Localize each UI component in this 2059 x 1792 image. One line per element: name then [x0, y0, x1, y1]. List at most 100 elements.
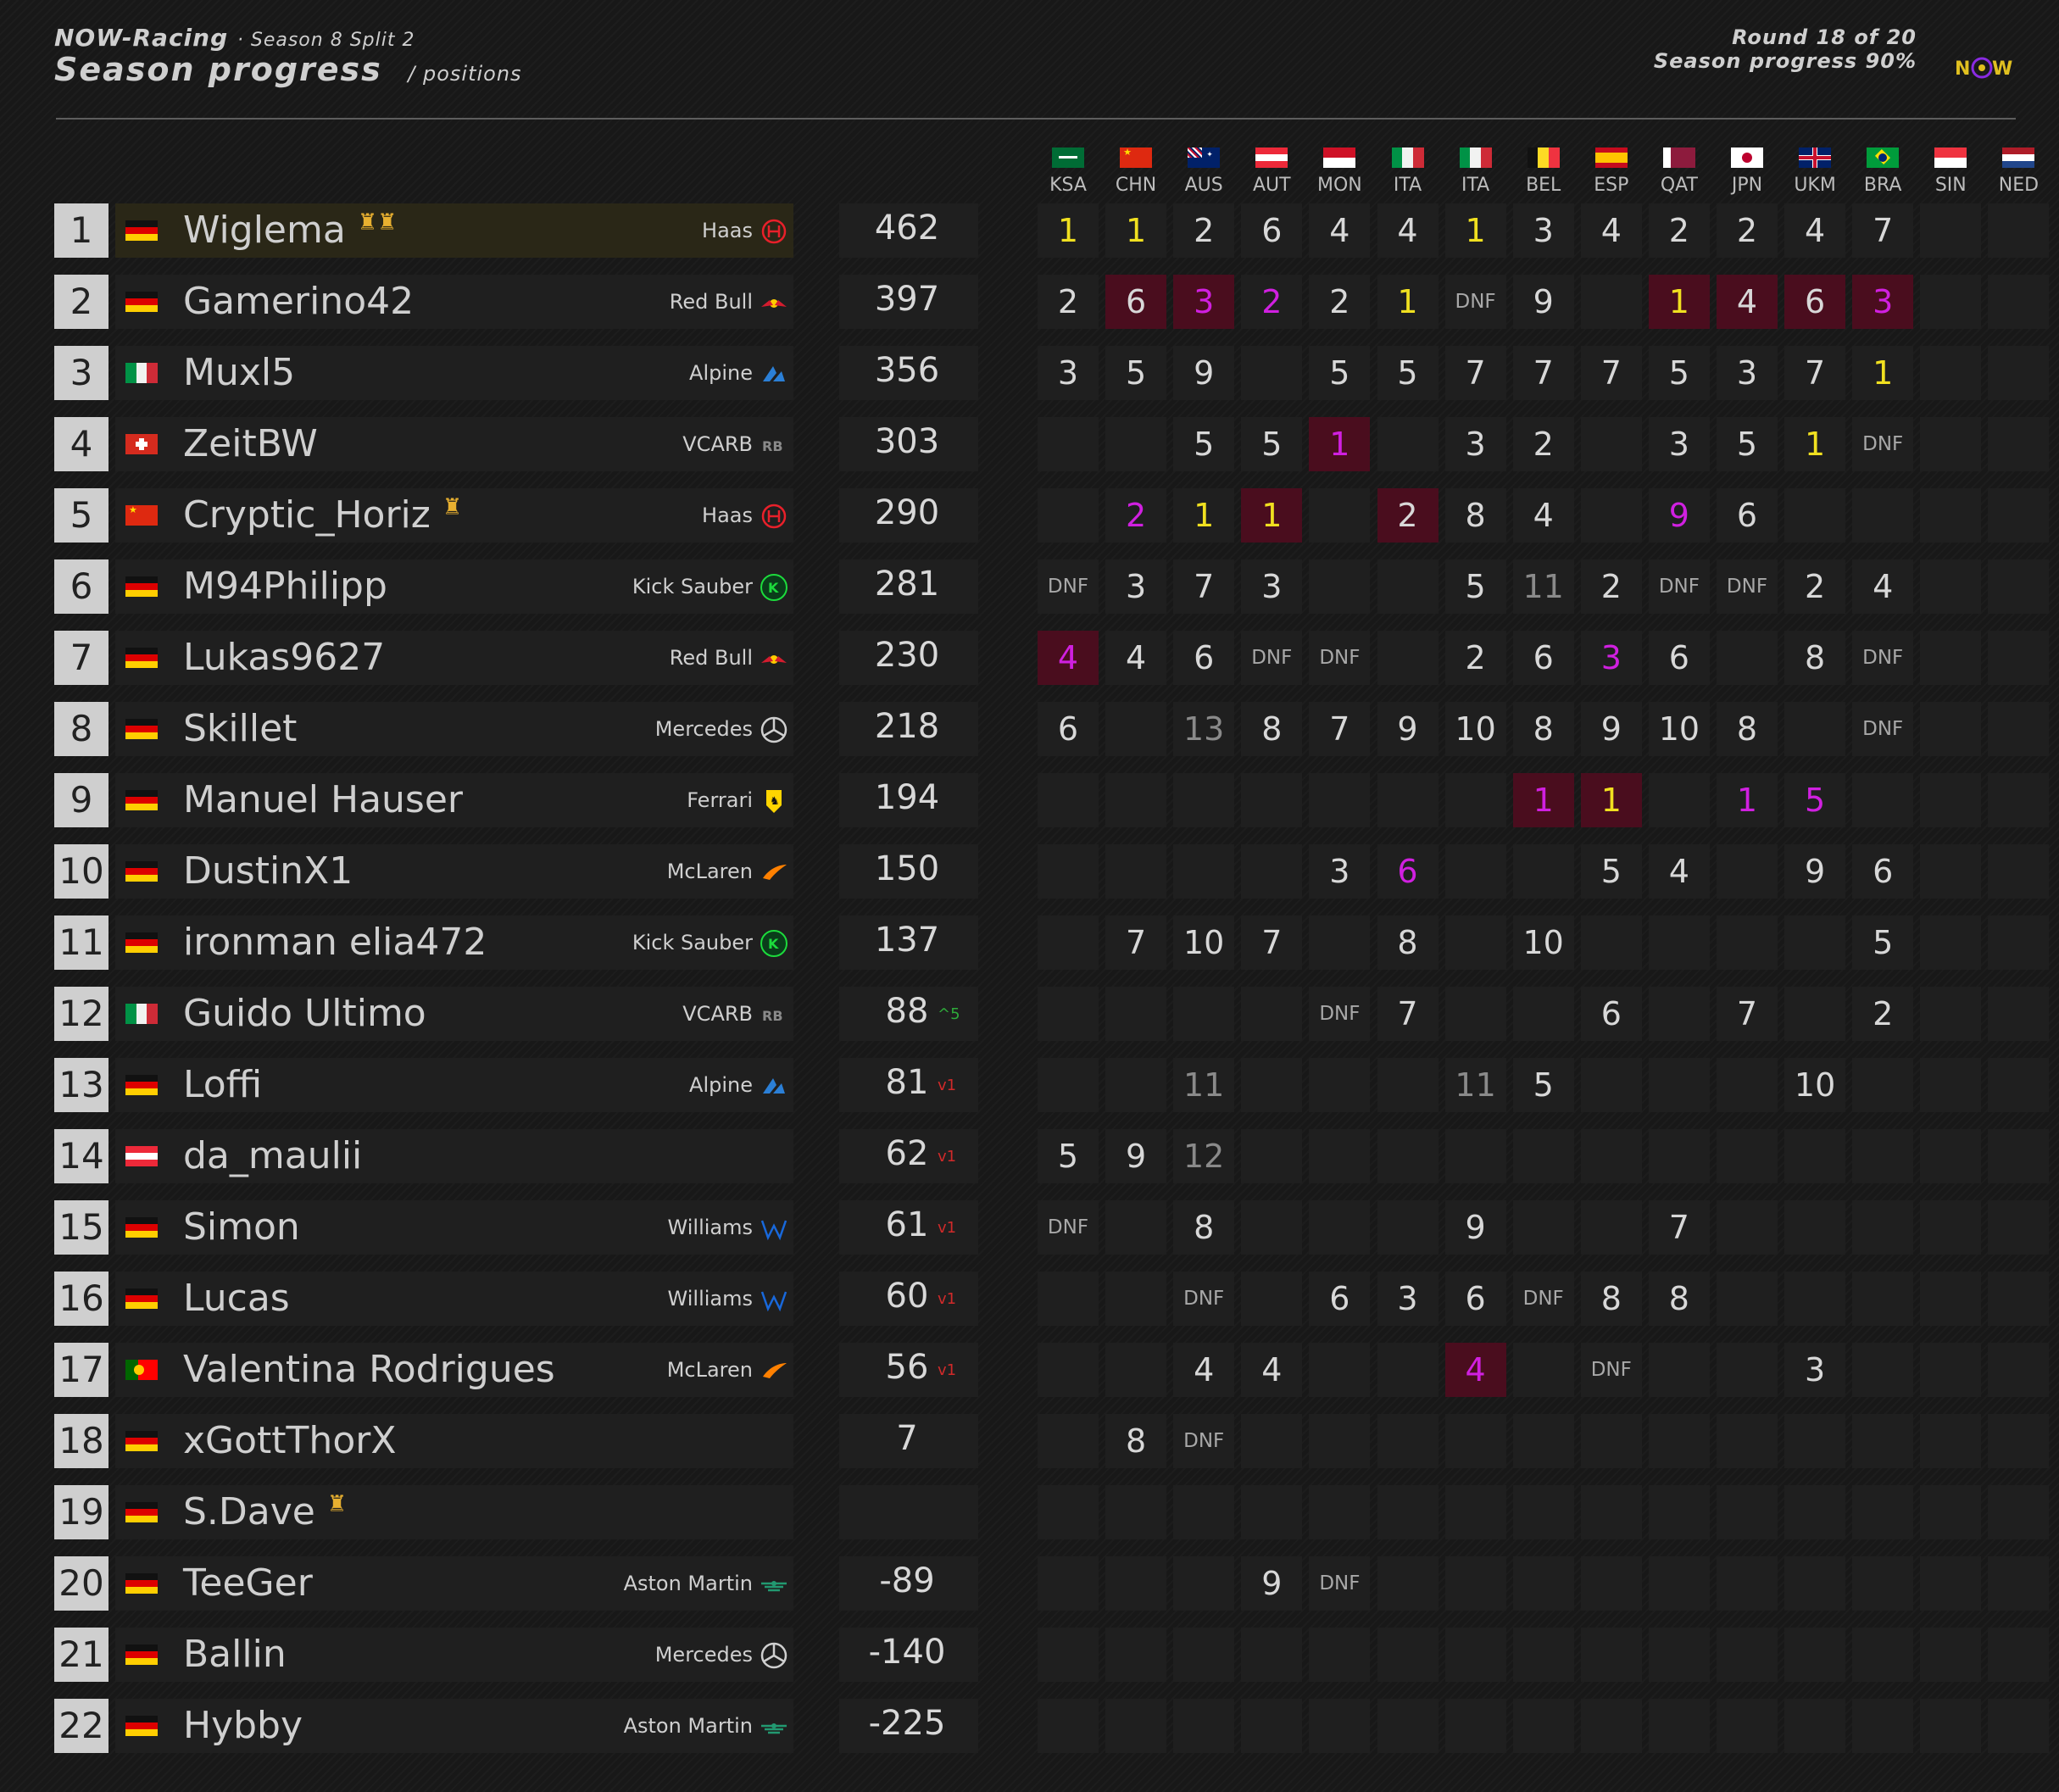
standings-row[interactable]: 8 Skillet Mercedes 218 6 13 8 7 9 10 8 9 10 8 DNF [0, 700, 2059, 758]
result-cell-bg [1241, 346, 1303, 400]
driver-name[interactable]: da_maulii [183, 1134, 363, 1177]
result-cell-bg [1717, 1058, 1778, 1112]
driver-name[interactable]: Hybby [183, 1704, 303, 1747]
mclaren-icon [760, 858, 788, 887]
result-cell-bg [1717, 417, 1778, 471]
result-cell-bg [1377, 1699, 1439, 1753]
result-cell-bg [1920, 1129, 1982, 1183]
standings-row[interactable]: 6 M94Philipp Kick Sauber K 281 DNF 3 7 3 5 11 2 DNF… [0, 558, 2059, 615]
driver-name[interactable]: Loffi [183, 1063, 263, 1106]
points-cell [839, 1129, 978, 1183]
result-cell-bg [1784, 1129, 1846, 1183]
standings-row[interactable]: 10 DustinX1 McLaren 150 3 6 5 4 9 6 [0, 843, 2059, 900]
driver-name[interactable]: M94Philipp [183, 565, 387, 608]
race-result [1513, 1485, 1574, 1539]
driver-name[interactable]: ironman elia472 [183, 921, 487, 964]
driver-name[interactable]: Manuel Hauser [183, 778, 463, 821]
driver-name-cell: Lucas [183, 1277, 290, 1320]
standings-row[interactable]: 17 Valentina Rodrigues McLaren 56 v1 4 4 4 DNF 3 [0, 1341, 2059, 1399]
race-result [1988, 1628, 2049, 1682]
position-badge: 13 [54, 1058, 109, 1112]
standings-row[interactable]: 22 Hybby Aston Martin -225 [0, 1697, 2059, 1755]
driver-name[interactable]: xGottThorX [183, 1419, 397, 1462]
driver-name-cell: Loffi [183, 1063, 262, 1106]
race-result [1784, 915, 1845, 970]
standings-row[interactable]: 2 Gamerino42 Red Bull 397 2 6 3 2 2 1 DNF 9 1 4 6 3 [0, 273, 2059, 331]
result-cell-bg [1512, 1556, 1574, 1611]
result-cell-bg [1717, 915, 1778, 970]
race-code: ITA [1393, 175, 1422, 196]
standings-row[interactable]: 12 Guido Ultimo VCARB RB 88 ^5 DNF 7 6 7 2 [0, 985, 2059, 1043]
race-result: 6 [1465, 1280, 1486, 1317]
team-name: Aston Martin [623, 1572, 753, 1595]
driver-cell [115, 987, 793, 1041]
result-cell-bg [1173, 1699, 1235, 1753]
driver-name[interactable]: DustinX1 [183, 849, 353, 893]
redbull-icon [760, 288, 788, 317]
driver-name[interactable]: Ballin [183, 1633, 287, 1676]
driver-name[interactable]: S.Dave [183, 1490, 315, 1533]
result-cell-bg [1377, 987, 1439, 1041]
race-result [1445, 1699, 1506, 1753]
race-result [1105, 1628, 1166, 1682]
standings-row[interactable]: 11 ironman elia472 Kick Sauber K 137 7 10 7 8 10… [0, 914, 2059, 971]
standings-row[interactable]: 15 Simon Williams 61 v1 DNF 8 9 7 [0, 1199, 2059, 1256]
result-cell-bg [1784, 1343, 1846, 1397]
race-flag-gbr-icon [1799, 147, 1832, 168]
race-result: 5 [1736, 426, 1758, 463]
result-cell-bg [1309, 915, 1371, 970]
driver-name[interactable]: Lukas9627 [183, 636, 386, 679]
standings-row[interactable]: 18 xGottThorX 7 8 DNF [0, 1412, 2059, 1470]
driver-name[interactable]: Valentina Rodrigues [183, 1348, 555, 1391]
standings-row[interactable]: 20 TeeGer Aston Martin -89 9 DNF [0, 1555, 2059, 1612]
standings-row[interactable]: 4 ZeitBW VCARB RB 303 5 5 1 3 2 3 5 1 DNF [0, 415, 2059, 473]
race-result [1241, 987, 1302, 1041]
driver-name[interactable]: Lucas [183, 1277, 290, 1320]
race-flag-ksa-icon [1052, 147, 1084, 168]
points-cell [839, 275, 978, 329]
race-result: 3 [1668, 426, 1689, 463]
result-cell-bg [1920, 987, 1982, 1041]
standings-row[interactable]: 9 Manuel Hauser Ferrari ♞ 194 1 1 1 5 [0, 771, 2059, 829]
race-result [1784, 1272, 1845, 1326]
position-badge: 14 [54, 1129, 109, 1183]
driver-name-cell: Guido Ultimo [183, 992, 426, 1035]
result-cell-bg [1377, 1343, 1439, 1397]
result-cell-bg [1038, 844, 1099, 899]
race-result: 8 [1397, 924, 1418, 961]
standings-row[interactable]: 1 Wiglema ♜♜ Haas 462 1 1 2 6 4 4 1 3 4 2 2 4 7 [0, 202, 2059, 259]
standings-row[interactable]: 7 Lukas9627 Red Bull 230 4 4 6 DNF DNF 2 6 3 6 8 DNF [0, 629, 2059, 687]
race-result [1581, 1414, 1642, 1468]
driver-name[interactable]: Gamerino42 [183, 280, 415, 323]
driver-name[interactable]: Skillet [183, 707, 298, 750]
result-cell-bg [1173, 631, 1235, 685]
race-result: DNF [1862, 433, 1904, 455]
driver-name[interactable]: Cryptic_Horiz [183, 493, 431, 537]
driver-name[interactable]: ZeitBW [183, 422, 318, 465]
race-result: 1 [1126, 212, 1147, 249]
result-cell-bg [1309, 1058, 1371, 1112]
standings-row[interactable]: 19 S.Dave ♜ [0, 1483, 2059, 1541]
standings-row[interactable]: 21 Ballin Mercedes -140 [0, 1626, 2059, 1683]
standings-row[interactable]: 14 da_maulii 62 v1 5 9 12 [0, 1127, 2059, 1185]
driver-name[interactable]: TeeGer [183, 1561, 313, 1605]
result-cell-bg [1173, 346, 1235, 400]
driver-name[interactable]: Wiglema [183, 209, 346, 252]
standings-row[interactable]: 16 Lucas Williams 60 v1 DNF 6 3 6 DNF 8 8 [0, 1270, 2059, 1327]
race-result: 1 [1873, 354, 1894, 392]
position-badge: 9 [54, 773, 109, 827]
result-cell-bg [1105, 203, 1167, 258]
result-cell-bg [1241, 1129, 1303, 1183]
alpine-icon [760, 1071, 788, 1100]
driver-name[interactable]: Guido Ultimo [183, 992, 426, 1035]
position-badge: 18 [54, 1414, 109, 1468]
standings-row[interactable]: 3 Muxl5 Alpine 356 3 5 9 5 5 7 7 7 5 3 7 1 [0, 344, 2059, 402]
driver-name[interactable]: Simon [183, 1205, 300, 1249]
driver-name[interactable]: Muxl5 [183, 351, 296, 394]
standings-row[interactable]: 5 ★ Cryptic_Horiz ♜ Haas 290 2 1 1 2 8 4 9 6 [0, 487, 2059, 544]
position-badge: 7 [54, 631, 109, 685]
driver-name-cell: Muxl5 [183, 351, 295, 394]
standings-row[interactable]: 13 Loffi Alpine 81 v1 11 11 5 10 [0, 1056, 2059, 1114]
race-result: 6 [1194, 639, 1215, 676]
race-result: 1 [1465, 212, 1486, 249]
